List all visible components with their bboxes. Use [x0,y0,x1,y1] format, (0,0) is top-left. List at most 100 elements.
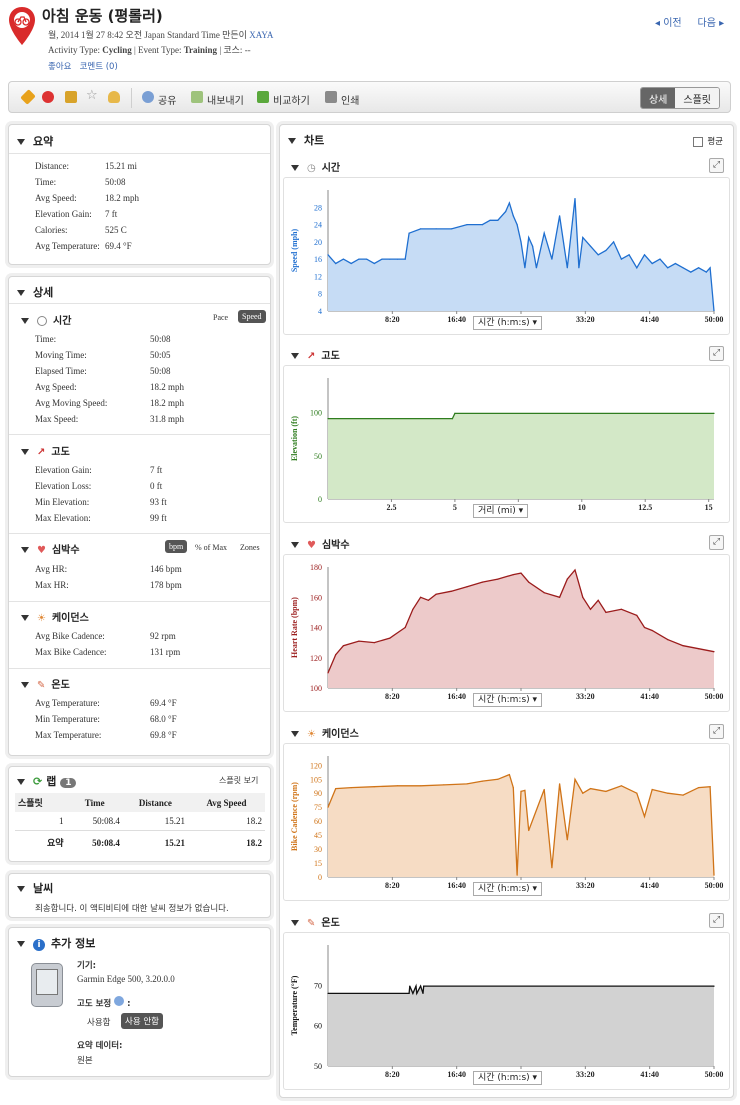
time-section-header[interactable]: 시간 [21,312,71,327]
user-icon[interactable] [108,91,120,103]
data-point [350,262,352,265]
star-icon[interactable]: ☆ [86,88,98,103]
data-point [659,258,661,260]
help-icon[interactable] [114,996,125,1006]
heart-section-header[interactable]: ♥ 심박수 [21,541,80,556]
col-avg-speed[interactable]: Avg Speed [206,797,247,808]
average-checkbox[interactable] [693,136,704,147]
chart-header[interactable]: ♥ 심박수 [291,536,350,551]
expand-icon[interactable]: ⤢ [709,913,724,928]
weather-header[interactable]: 날씨 [17,880,53,896]
y-tick-label: 45 [314,831,322,840]
chart-header[interactable]: ☀ 케이던스 [291,725,359,740]
delete-icon[interactable] [42,91,54,103]
chart-header[interactable]: ✎ 온도 [291,914,340,929]
data-point [543,592,545,594]
share-button[interactable]: 공유 [158,96,177,107]
device-value: Garmin Edge 500, 3.20.0.0 [77,974,175,984]
split-view-link[interactable]: 스플릿 보기 [219,776,259,785]
use-option[interactable]: 사용함 [87,1018,111,1028]
series-area [328,774,714,877]
like-link[interactable]: 좋아요 [48,62,72,72]
summary-header[interactable]: 요약 [17,133,53,149]
laps-header[interactable]: ⟳ 랩 1 [17,773,77,789]
data-point [508,774,510,776]
cadence-section-header[interactable]: ☀ 케이던스 [21,609,89,624]
not-use-option[interactable]: 사용 안함 [121,1013,163,1029]
expand-icon[interactable]: ⤢ [709,346,724,361]
temp-label: Min Temperature: [35,714,100,724]
table-row[interactable]: 1 50:08.4 15.21 18.2 [15,812,265,831]
x-tick-label: 41:40 [640,881,659,890]
data-point [443,784,445,786]
data-point [620,258,622,260]
time-label: Avg Moving Speed: [35,398,108,408]
activity-date-owner: 월, 2014 1월 27 8:42 오전 Japan Standard Tim… [48,28,273,41]
average-toggle[interactable]: 평균 [693,135,723,147]
expand-icon[interactable]: ⤢ [709,158,724,173]
data-point [597,599,599,601]
summary-value: 7 ft [105,209,118,219]
comment-link[interactable]: 코멘트 (0) [79,62,118,72]
data-point [423,985,425,987]
prev-link[interactable]: ◂ 이전 [655,18,682,29]
edit-icon[interactable] [20,89,36,105]
prev-label: 이전 [663,18,682,29]
split-view-button[interactable]: 스플릿 [675,88,719,108]
cadence-title: 케이던스 [51,613,89,624]
cadence-icon: ☀ [37,613,46,624]
detail-view-button[interactable]: 상세 [640,88,676,108]
data-point [420,228,422,230]
x-tick-label: 50:00 [705,1070,724,1079]
temp-section-header[interactable]: ✎ 온도 [21,676,70,691]
x-tick-label: 50:00 [705,692,724,701]
collapse-icon [17,941,25,947]
compare-button[interactable]: 비교하기 [273,96,310,107]
expand-icon[interactable]: ⤢ [709,724,724,739]
detail-header[interactable]: 상세 [17,284,53,300]
x-axis-select[interactable]: 시간 (h:m:s) ▾ [473,1071,543,1085]
extra-info-header[interactable]: i 추가 정보 [17,935,95,951]
data-point [481,780,483,782]
col-time[interactable]: Time [84,797,105,808]
x-axis-select[interactable]: 시간 (h:m:s) ▾ [473,882,543,896]
charts-header[interactable]: 차트 [288,132,324,148]
col-distance[interactable]: Distance [138,797,172,808]
collapse-icon [291,731,299,737]
zones-toggle[interactable]: Zones [240,543,260,552]
temp-title: 온도 [51,680,70,691]
data-point [605,249,607,252]
chart-header[interactable]: ◷ 시간 [291,159,340,174]
owner-link[interactable]: XAYA [249,30,274,40]
speed-toggle[interactable]: Speed [238,310,266,323]
chart-title: 심박수 [321,540,350,551]
chart-frame: 1001201401601808:2016:4025:0033:2041:405… [283,554,730,712]
y-tick-label: 12 [314,272,322,281]
next-link[interactable]: 다음 ▸ [698,18,725,29]
pct-max-toggle[interactable]: % of Max [195,543,227,552]
pace-toggle[interactable]: Pace [213,313,229,322]
extra-info-panel: i 추가 정보 기기: Garmin Edge 500, 3.20.0.0 고도 … [8,927,271,1077]
x-tick-label: 15 [705,503,713,512]
time-label: Elapsed Time: [35,366,87,376]
x-axis-select[interactable]: 시간 (h:m:s) ▾ [473,693,543,707]
data-point [412,608,414,610]
export-button[interactable]: 내보내기 [207,96,244,107]
chart-header[interactable]: ↗ 고도 [291,347,340,362]
time-label: Max Speed: [35,414,79,424]
x-axis-select[interactable]: 시간 (h:m:s) ▾ [473,316,543,330]
x-axis-select[interactable]: 거리 (mi) ▾ [473,504,529,518]
expand-icon[interactable]: ⤢ [709,535,724,550]
lock-icon[interactable] [65,91,77,103]
print-button[interactable]: 인쇄 [341,96,360,107]
data-point [427,599,429,601]
data-point [327,254,329,256]
col-split[interactable]: 스플릿 [18,798,43,808]
elevation-section-header[interactable]: ↗ 고도 [21,443,70,458]
y-axis-label: Bike Cadence (rpm) [290,782,299,851]
time-value: 50:08 [150,334,171,344]
x-tick-label: 33:20 [576,881,595,890]
data-point [582,792,584,794]
bpm-toggle[interactable]: bpm [165,540,188,553]
activity-title[interactable]: 아침 운동 (평롤러) [42,7,163,25]
